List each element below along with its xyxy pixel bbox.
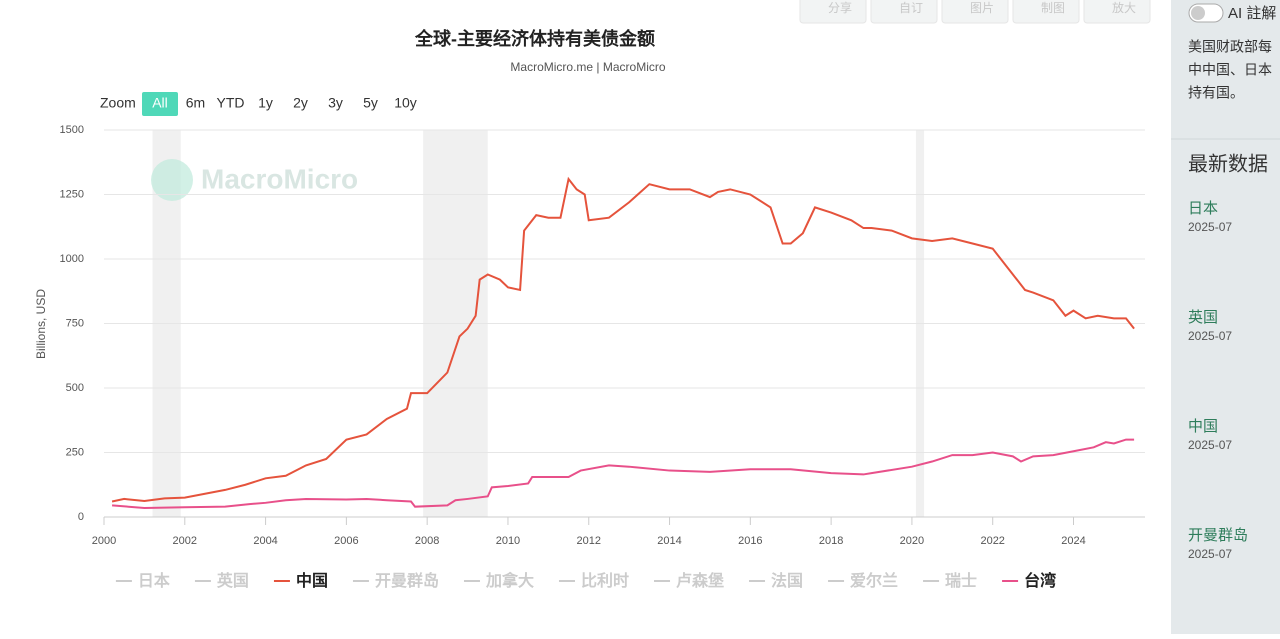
x-tick-label: 2018 bbox=[819, 535, 843, 547]
zoom-active-bg bbox=[142, 92, 178, 116]
x-tick-label: 2016 bbox=[738, 535, 762, 547]
x-tick-label: 2010 bbox=[496, 535, 520, 547]
y-tick-label: 1500 bbox=[60, 124, 84, 136]
latest-name[interactable]: 中国 bbox=[1188, 418, 1218, 435]
toolbar-label: 自订 bbox=[899, 1, 923, 15]
zoom-option[interactable]: YTD bbox=[217, 95, 245, 111]
legend-label: 瑞士 bbox=[945, 571, 977, 590]
zoom-option[interactable]: 2y bbox=[293, 95, 308, 111]
legend-label: 英国 bbox=[216, 571, 249, 590]
latest-name[interactable]: 日本 bbox=[1188, 200, 1218, 217]
zoom-label: Zoom bbox=[100, 95, 136, 111]
ai-toggle-label: AI 註解 bbox=[1228, 5, 1276, 22]
legend-item[interactable]: 加拿大 bbox=[463, 571, 534, 590]
legend-item[interactable]: 开曼群岛 bbox=[352, 571, 439, 590]
y-tick-label: 1000 bbox=[60, 253, 84, 265]
latest-date: 2025-07 bbox=[1188, 438, 1232, 452]
chart-title: 全球-主要经济体持有美债金额 bbox=[414, 28, 655, 49]
legend-item[interactable]: 英国 bbox=[194, 571, 249, 590]
note-line: 中中国、日本 bbox=[1188, 62, 1272, 78]
latest-name[interactable]: 开曼群岛 bbox=[1188, 527, 1248, 544]
zoom-option[interactable]: 3y bbox=[328, 95, 343, 111]
x-tick-label: 2004 bbox=[253, 535, 277, 547]
legend-item[interactable]: 中国 bbox=[273, 571, 328, 590]
legend-label: 加拿大 bbox=[485, 571, 534, 590]
toolbar-button[interactable] bbox=[870, 0, 938, 24]
toolbar-button[interactable] bbox=[799, 0, 867, 24]
y-tick-label: 1250 bbox=[60, 188, 84, 200]
legend-item[interactable]: 台湾 bbox=[1002, 571, 1056, 590]
x-tick-label: 2022 bbox=[980, 535, 1004, 547]
x-tick-label: 2000 bbox=[92, 535, 116, 547]
legend-item[interactable]: 法国 bbox=[749, 571, 803, 590]
legend-label: 卢森堡 bbox=[676, 571, 724, 590]
watermark: MacroMicro bbox=[201, 163, 358, 194]
y-tick-label: 250 bbox=[66, 446, 84, 458]
toolbar-label: 制图 bbox=[1041, 1, 1065, 15]
toolbar-button[interactable] bbox=[1083, 0, 1151, 24]
legend-item[interactable]: 比利时 bbox=[558, 571, 629, 590]
zoom-option[interactable]: 10y bbox=[394, 95, 417, 111]
y-axis-title: Billions, USD bbox=[34, 289, 48, 359]
chart-subtitle: MacroMicro.me | MacroMicro bbox=[510, 60, 665, 74]
latest-title: 最新数据 bbox=[1188, 152, 1268, 175]
zoom-option[interactable]: 5y bbox=[363, 95, 378, 111]
legend-label: 法国 bbox=[771, 571, 803, 590]
x-tick-label: 2008 bbox=[415, 535, 439, 547]
latest-date: 2025-07 bbox=[1188, 220, 1232, 234]
x-tick-label: 2002 bbox=[173, 535, 197, 547]
legend-label: 爱尔兰 bbox=[850, 571, 898, 590]
legend-item[interactable]: 日本 bbox=[115, 571, 170, 590]
watermark-logo bbox=[151, 159, 193, 201]
x-tick-label: 2006 bbox=[334, 535, 358, 547]
y-tick-label: 0 bbox=[78, 511, 84, 523]
note-line: 持有国。 bbox=[1188, 85, 1244, 101]
legend-label: 台湾 bbox=[1024, 571, 1056, 590]
latest-date: 2025-07 bbox=[1188, 329, 1232, 343]
legend-item[interactable]: 卢森堡 bbox=[654, 571, 724, 590]
toolbar-label: 放大 bbox=[1112, 0, 1136, 15]
series-line bbox=[111, 438, 1135, 509]
ai-toggle-knob bbox=[1191, 6, 1205, 20]
legend-item[interactable]: 爱尔兰 bbox=[828, 571, 898, 590]
toolbar-label: 图片 bbox=[970, 1, 994, 15]
legend-label: 日本 bbox=[138, 571, 170, 590]
toolbar-button[interactable] bbox=[941, 0, 1009, 24]
toolbar-label: 分享 bbox=[828, 0, 852, 15]
x-tick-label: 2012 bbox=[577, 535, 601, 547]
zoom-option[interactable]: 6m bbox=[186, 95, 205, 111]
zoom-option[interactable]: All bbox=[152, 95, 168, 111]
series-line bbox=[111, 176, 1135, 503]
legend-item[interactable]: 瑞士 bbox=[923, 571, 977, 590]
x-tick-label: 2024 bbox=[1061, 535, 1085, 547]
latest-name[interactable]: 英国 bbox=[1188, 308, 1218, 326]
y-tick-label: 500 bbox=[66, 382, 84, 394]
sidebar-bg bbox=[1171, 0, 1280, 634]
x-tick-label: 2014 bbox=[657, 535, 681, 547]
y-tick-label: 750 bbox=[66, 317, 84, 329]
toolbar-button[interactable] bbox=[1012, 0, 1080, 24]
zoom-option[interactable]: 1y bbox=[258, 95, 273, 111]
legend-label: 中国 bbox=[296, 571, 328, 590]
latest-date: 2025-07 bbox=[1188, 547, 1232, 561]
x-tick-label: 2020 bbox=[900, 535, 924, 547]
legend-label: 开曼群岛 bbox=[375, 571, 439, 590]
legend-label: 比利时 bbox=[581, 571, 629, 590]
note-line: 美国财政部每 bbox=[1188, 39, 1272, 55]
